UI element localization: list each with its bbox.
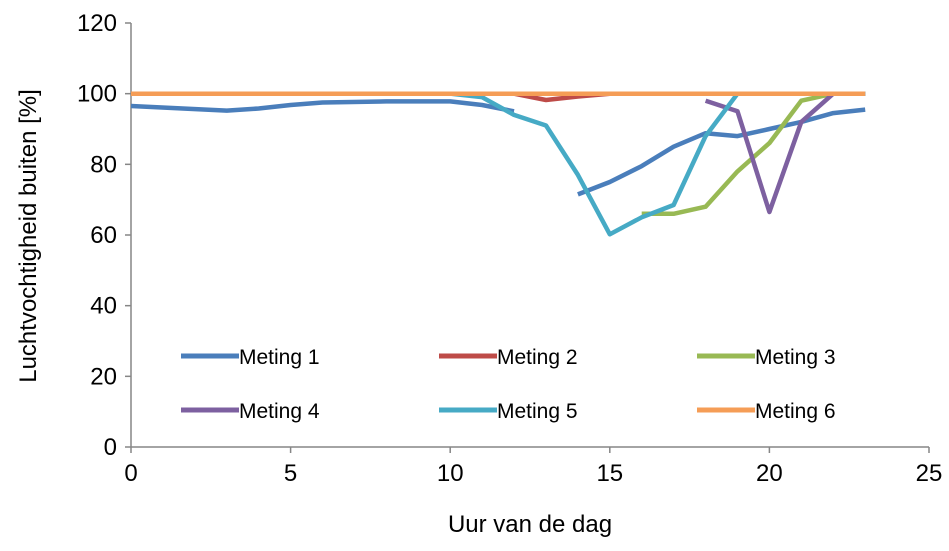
x-tick-label: 5 (284, 460, 297, 487)
y-tick-label: 100 (77, 81, 117, 108)
x-tick-label: 25 (916, 460, 943, 487)
x-tick-label: 0 (124, 460, 137, 487)
x-tick-label: 15 (596, 460, 623, 487)
y-tick-label: 40 (90, 293, 117, 320)
y-axis-title: Luchtvochtigheid buiten [%] (15, 89, 42, 383)
x-axis-title: Uur van de dag (448, 511, 612, 538)
legend-label: Meting 4 (239, 400, 320, 423)
y-tick-label: 60 (90, 222, 117, 249)
series-line-meting-1 (130, 99, 866, 197)
x-tick-label: 20 (756, 460, 783, 487)
axes: 0 20 40 60 80 100 120 0 5 10 15 20 25 (77, 10, 942, 487)
y-tick-label: 0 (104, 434, 117, 461)
y-tick-label: 80 (90, 151, 117, 178)
legend-label: Meting 6 (755, 400, 836, 423)
series-layer (130, 91, 866, 237)
y-tick-label: 20 (90, 363, 117, 390)
x-tick-label: 10 (437, 460, 464, 487)
legend: Meting 1 Meting 2 Meting 3 Meting 4 Meting 5… (181, 346, 836, 423)
legend-label: Meting 2 (497, 346, 578, 369)
legend-label: Meting 5 (497, 400, 578, 423)
legend-label: Meting 1 (239, 346, 320, 369)
legend-label: Meting 3 (755, 346, 836, 369)
y-tick-label: 120 (77, 10, 117, 37)
